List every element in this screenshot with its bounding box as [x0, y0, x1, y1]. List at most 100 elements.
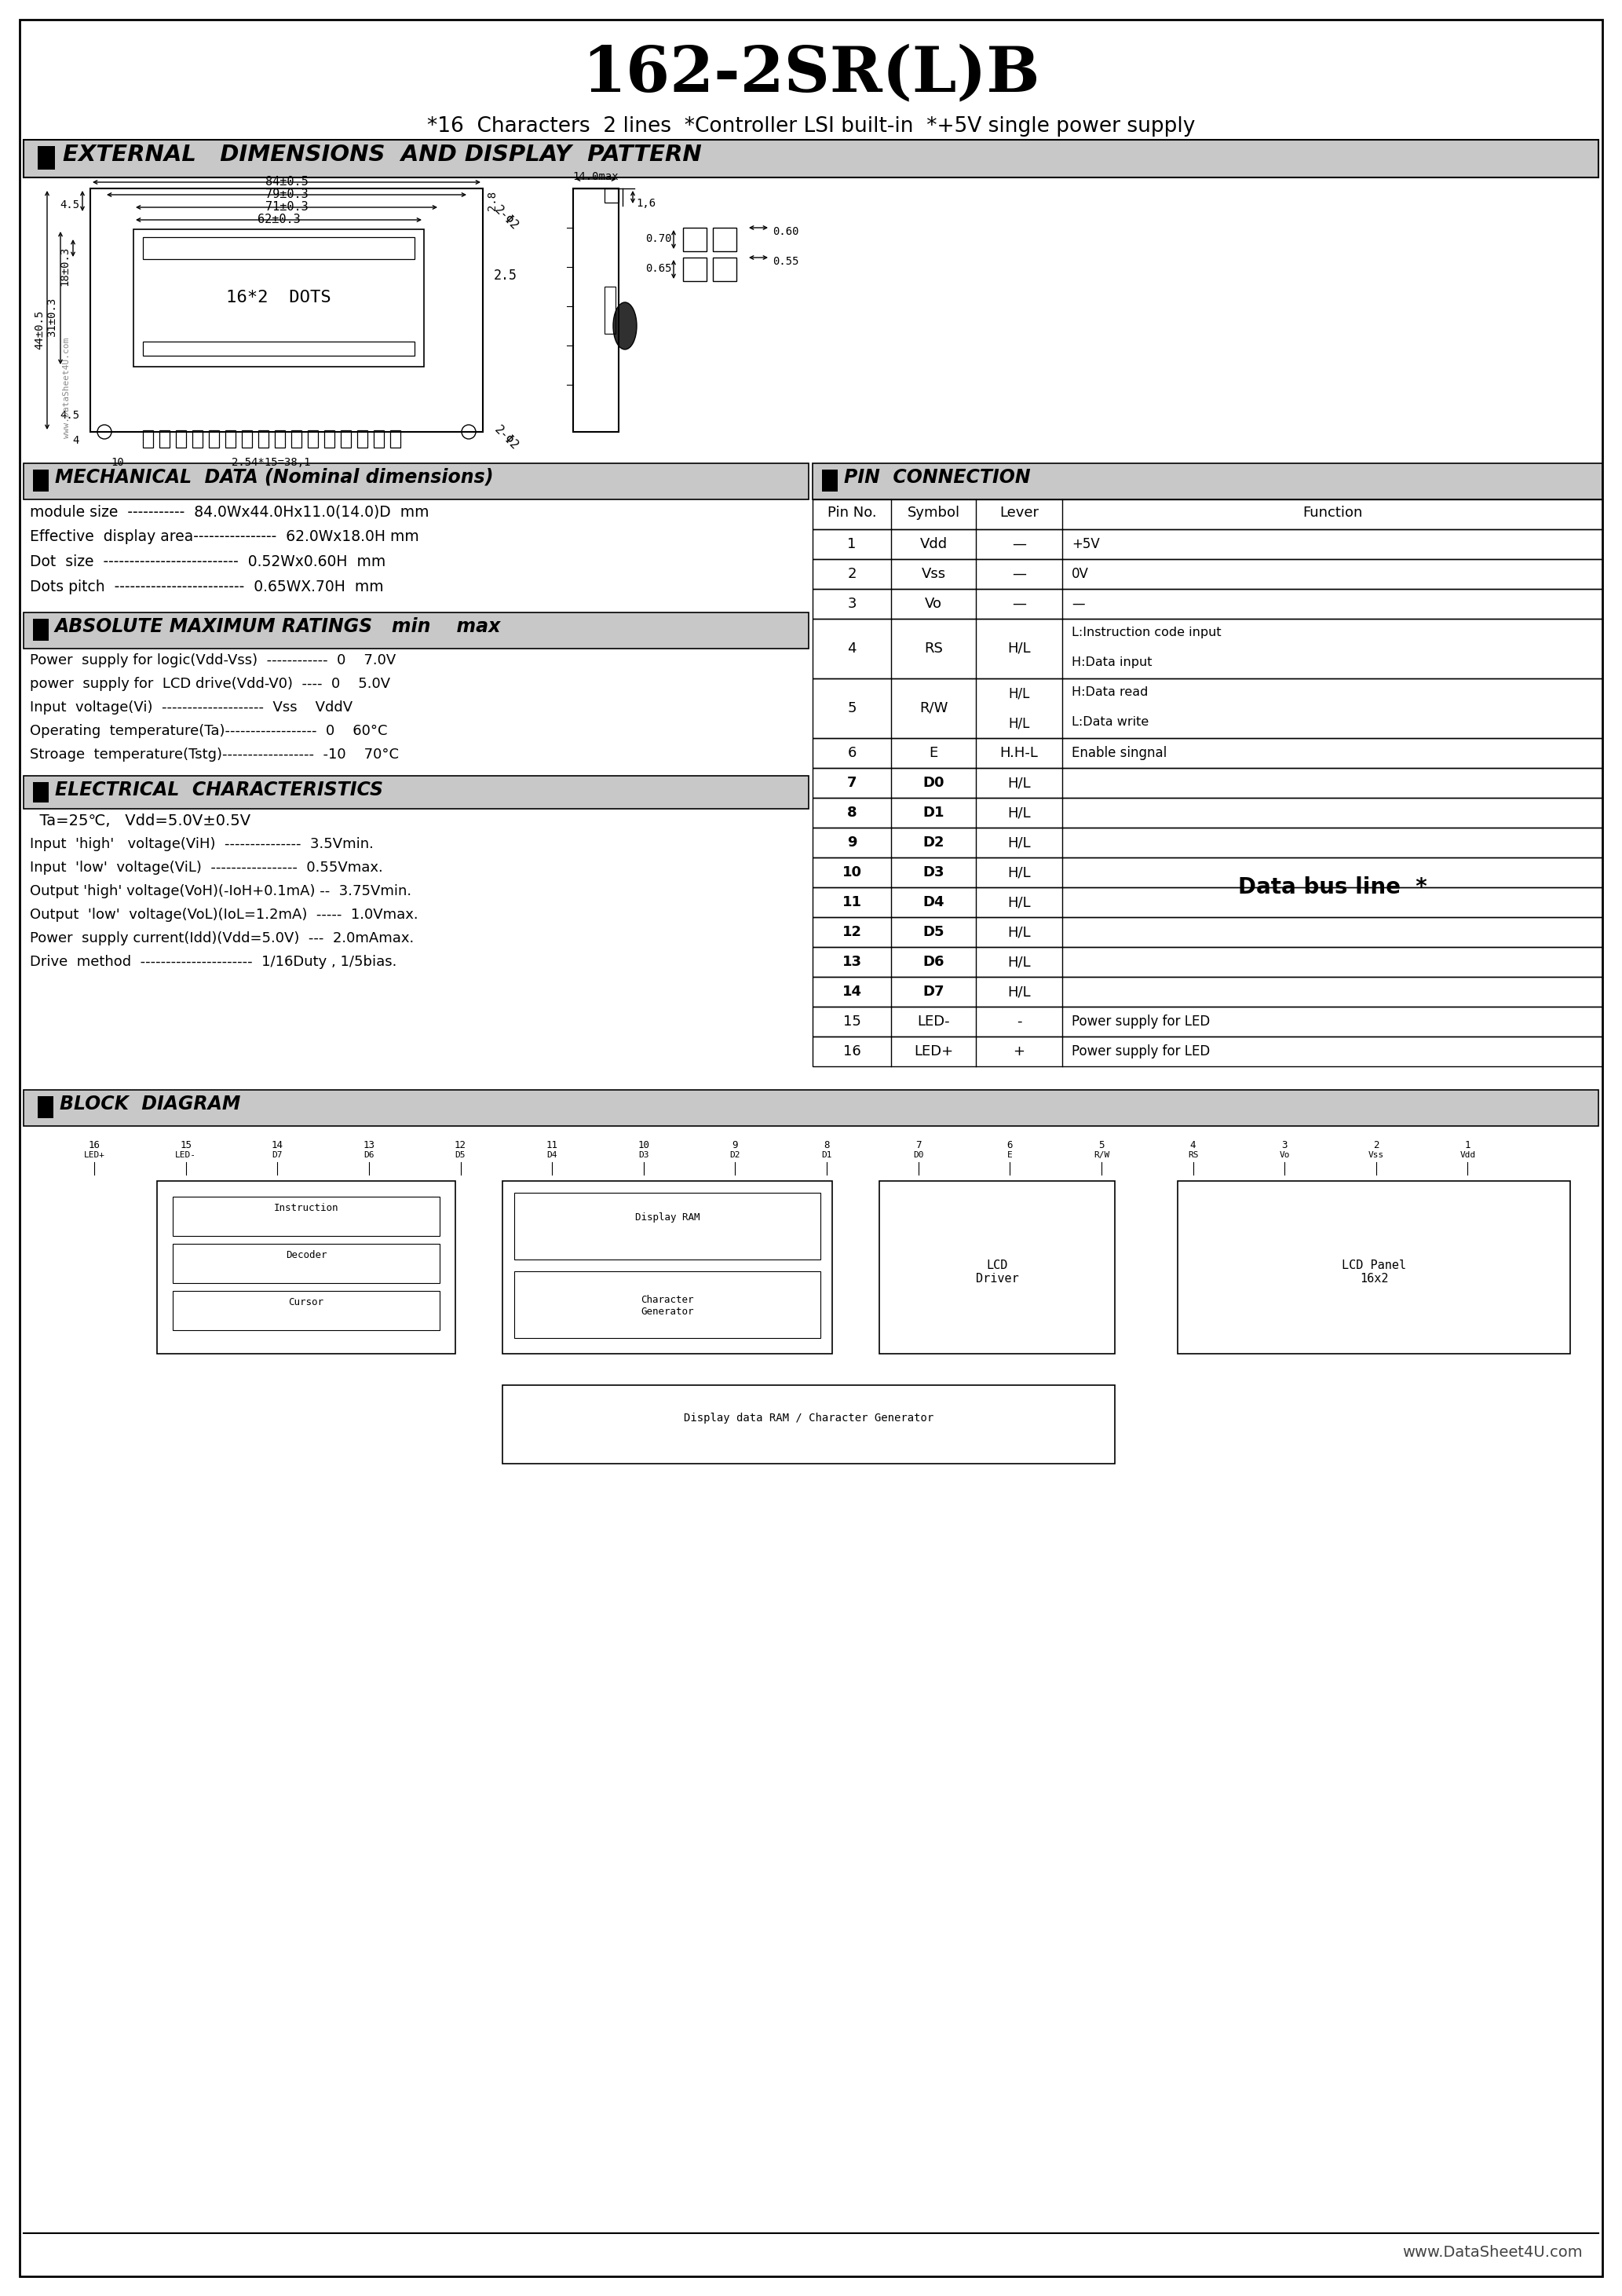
Bar	[813, 946, 1603, 976]
Bar	[605, 287, 615, 333]
Text: —: —	[1012, 537, 1027, 551]
Bar	[813, 856, 1603, 886]
Text: —: —	[1072, 597, 1085, 611]
Text: 0.70: 0.70	[646, 234, 672, 243]
Text: Output 'high' voltage(VoH)(-IoH+0.1mA) --  3.75Vmin.: Output 'high' voltage(VoH)(-IoH+0.1mA) -…	[29, 884, 412, 898]
Text: D3: D3	[923, 866, 944, 879]
Text: 12: 12	[454, 1141, 467, 1150]
Bar	[813, 1006, 1603, 1035]
Text: D0: D0	[923, 776, 944, 790]
Bar	[308, 429, 318, 448]
Bar	[172, 1290, 440, 1329]
Text: +5V: +5V	[1072, 537, 1100, 551]
Text: 2: 2	[1374, 1141, 1379, 1150]
Text: 9: 9	[847, 836, 856, 850]
Text: LED+: LED+	[913, 1045, 954, 1058]
Text: L:Instruction code input: L:Instruction code input	[1072, 627, 1221, 638]
Bar	[879, 1180, 1114, 1355]
Text: LED-: LED-	[175, 1150, 196, 1159]
Text: Display RAM: Display RAM	[634, 1212, 699, 1221]
Text: H/L: H/L	[1007, 955, 1030, 969]
Text: 7: 7	[847, 776, 856, 790]
Text: ELECTRICAL  CHARACTERISTICS: ELECTRICAL CHARACTERISTICS	[55, 781, 383, 799]
Text: D2: D2	[923, 836, 944, 850]
Text: E: E	[929, 746, 938, 760]
Bar	[24, 464, 809, 501]
Text: 15: 15	[180, 1141, 191, 1150]
Bar	[514, 1272, 821, 1339]
Bar	[813, 767, 1603, 797]
Text: 3: 3	[847, 597, 856, 611]
Bar	[143, 429, 152, 448]
Text: PIN  CONNECTION: PIN CONNECTION	[843, 468, 1030, 487]
Text: 0V: 0V	[1072, 567, 1088, 581]
Text: -: -	[1017, 1015, 1022, 1029]
Text: R/W: R/W	[1093, 1150, 1109, 1159]
Text: 16: 16	[88, 1141, 101, 1150]
Text: H/L: H/L	[1009, 716, 1030, 730]
Bar	[274, 429, 285, 448]
Bar	[813, 464, 1603, 501]
Bar	[1178, 1180, 1570, 1355]
Text: 14.0max: 14.0max	[573, 172, 620, 181]
Text: H.H-L: H.H-L	[999, 746, 1038, 760]
Text: 4: 4	[847, 641, 856, 657]
Text: 44±0.5: 44±0.5	[34, 310, 45, 349]
Bar	[813, 827, 1603, 856]
Text: 13: 13	[842, 955, 861, 969]
Bar	[143, 236, 415, 259]
Text: Power  supply for logic(Vdd-Vss)  ------------  0    7.0V: Power supply for logic(Vdd-Vss) --------…	[29, 654, 396, 668]
Bar	[514, 1192, 821, 1261]
Text: 2.5: 2.5	[493, 269, 517, 282]
Text: 1: 1	[1465, 1141, 1471, 1150]
Text: 10: 10	[842, 866, 861, 879]
Bar	[605, 188, 618, 202]
Ellipse shape	[613, 303, 637, 349]
Bar	[37, 1095, 54, 1118]
Bar	[822, 471, 837, 491]
Text: MECHANICAL  DATA (Nominal dimensions): MECHANICAL DATA (Nominal dimensions)	[55, 468, 493, 487]
Text: H/L: H/L	[1007, 866, 1030, 879]
Bar	[242, 429, 251, 448]
Text: 9: 9	[732, 1141, 738, 1150]
Text: LED+: LED+	[84, 1150, 105, 1159]
Bar	[391, 429, 401, 448]
Text: H:Data read: H:Data read	[1072, 687, 1148, 698]
Text: —: —	[1012, 567, 1027, 581]
Text: Vss: Vss	[921, 567, 946, 581]
Bar	[32, 618, 49, 641]
Text: power  supply for  LCD drive(Vdd-V0)  ----  0    5.0V: power supply for LCD drive(Vdd-V0) ---- …	[29, 677, 391, 691]
Text: Input  'high'   voltage(ViH)  ---------------  3.5Vmin.: Input 'high' voltage(ViH) --------------…	[29, 838, 373, 852]
Text: 2.8: 2.8	[487, 191, 498, 211]
Text: Lever: Lever	[999, 505, 1038, 519]
Text: 31±0.3: 31±0.3	[47, 298, 57, 338]
Text: L:Data write: L:Data write	[1072, 716, 1148, 728]
Text: Operating  temperature(Ta)------------------  0    60°C: Operating temperature(Ta)---------------…	[29, 723, 388, 737]
Bar	[172, 1244, 440, 1283]
Text: www.DataSheet4U.com: www.DataSheet4U.com	[1403, 2245, 1583, 2259]
Text: BLOCK  DIAGRAM: BLOCK DIAGRAM	[60, 1095, 240, 1114]
Bar	[373, 429, 384, 448]
Text: 2: 2	[847, 567, 856, 581]
Text: 6: 6	[1007, 1141, 1012, 1150]
Bar	[813, 737, 1603, 767]
Text: 5: 5	[847, 700, 856, 716]
Text: 5: 5	[1098, 1141, 1105, 1150]
Text: D3: D3	[639, 1150, 649, 1159]
Text: 4: 4	[1191, 1141, 1195, 1150]
Bar	[683, 227, 707, 250]
Text: Input  'low'  voltage(ViL)  -----------------  0.55Vmax.: Input 'low' voltage(ViL) ---------------…	[29, 861, 383, 875]
Text: D0: D0	[913, 1150, 923, 1159]
Bar	[24, 1091, 1598, 1125]
Text: D7: D7	[923, 985, 944, 999]
Text: Power supply for LED: Power supply for LED	[1072, 1045, 1210, 1058]
Text: 10: 10	[637, 1141, 649, 1150]
Bar	[712, 257, 736, 280]
Bar	[193, 429, 203, 448]
Text: 18±0.3: 18±0.3	[58, 246, 70, 287]
Text: Output  'low'  voltage(VoL)(IoL=1.2mA)  -----  1.0Vmax.: Output 'low' voltage(VoL)(IoL=1.2mA) ---…	[29, 907, 418, 923]
Text: D7: D7	[272, 1150, 282, 1159]
Text: 0.55: 0.55	[772, 255, 798, 266]
Bar	[813, 916, 1603, 946]
Text: LCD Panel
16x2: LCD Panel 16x2	[1341, 1261, 1406, 1286]
